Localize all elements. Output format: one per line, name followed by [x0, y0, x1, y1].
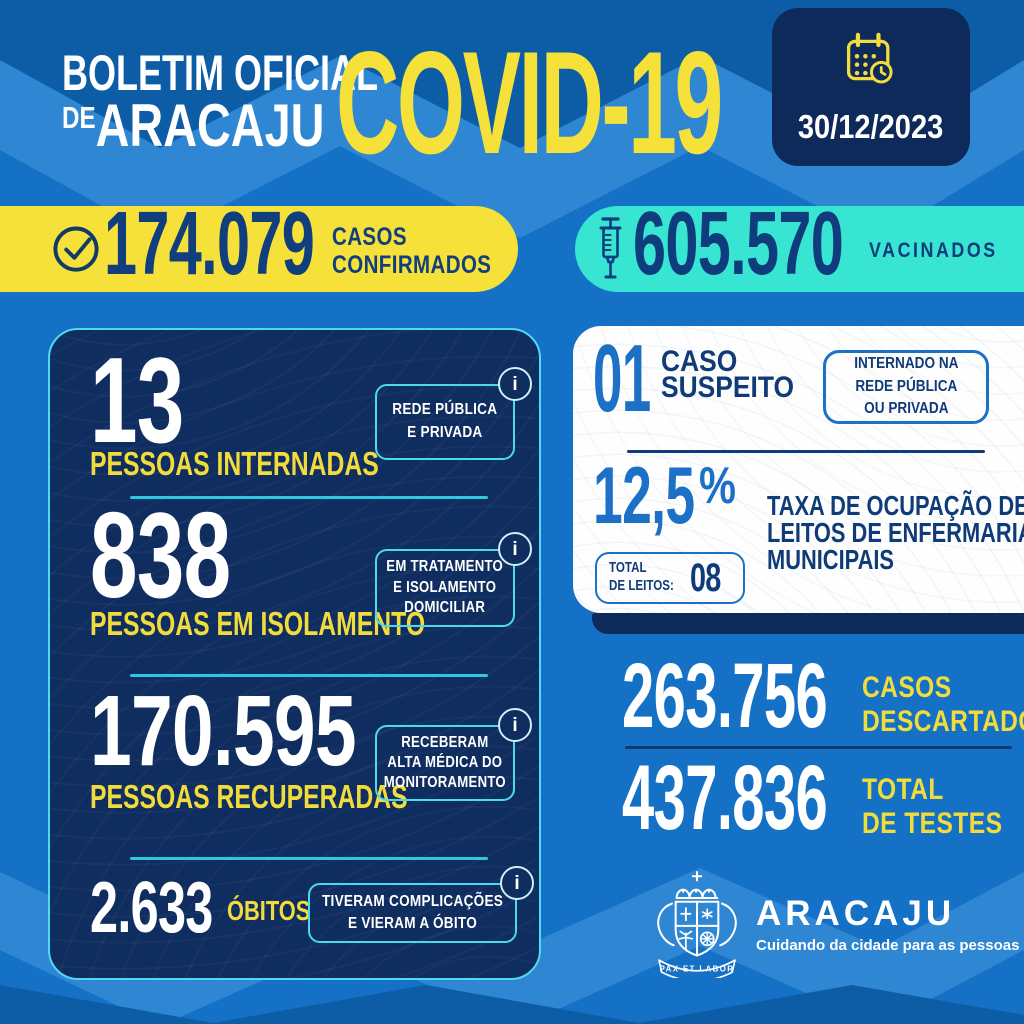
beds-label-line: DE LEITOS: [609, 578, 674, 594]
recuperadas-value: 170.595 [90, 675, 357, 787]
occupancy-description: TAXA DE OCUPAÇÃO DE LEITOS DE ENFERMARIA… [767, 490, 1024, 575]
suspect-note-box: INTERNADO NA REDE PÚBLICA OU PRIVADA [823, 350, 989, 424]
note-line: E VIERAM A ÓBITO [347, 915, 478, 932]
isolamento-value: 838 [90, 487, 231, 623]
suspect-value: 01 [593, 325, 651, 432]
info-icon[interactable]: i [498, 367, 532, 401]
internadas-value: 13 [90, 332, 184, 468]
divider [130, 857, 488, 860]
note-line: OU PRIVADA [863, 400, 949, 418]
note-line: E ISOLAMENTO [393, 578, 497, 596]
bulletin-title-line1: BOLETIM OFICIAL [62, 45, 378, 101]
confirmed-cases-label: CASOS CONFIRMADOS [332, 223, 492, 279]
note-line: INTERNADO NA [853, 355, 959, 373]
total-tests-label: TOTAL DE TESTES [862, 773, 1003, 840]
suspect-label: CASO SUSPEITO [661, 345, 795, 405]
note-line: DOMICILIAR [404, 599, 486, 617]
covid-title: COVID-19 [336, 21, 723, 184]
confirmed-cases-bar: 174.079 CASOS CONFIRMADOS [0, 199, 518, 292]
total-beds-box: TOTAL DE LEITOS: 08 [595, 552, 745, 604]
note-line: MONITORAMENTO [383, 774, 507, 792]
isolamento-label: PESSOAS EM ISOLAMENTO [90, 605, 426, 642]
suspect-occupancy-panel: 01 CASO SUSPEITO INTERNADO NA REDE PÚBLI… [573, 326, 1024, 613]
note-line: ALTA MÉDICA DO [387, 753, 503, 771]
date-value: 30/12/2023 [798, 108, 944, 145]
note-line: REDE PÚBLICA [392, 401, 498, 419]
recuperadas-note-box: RECEBERAM ALTA MÉDICA DO MONITORAMENTO [375, 725, 515, 801]
note-line: REDE PÚBLICA [854, 377, 957, 395]
bulletin-title: BOLETIM OFICIAL DEARACAJU [62, 48, 501, 156]
note-line: EM TRATAMENTO [386, 557, 504, 575]
vaccinated-value: 605.570 [633, 194, 844, 294]
obitos-value: 2.633 [90, 868, 213, 948]
obitos-note-box: TIVERAM COMPLICAÇÕES E VIERAM A ÓBITO [308, 883, 517, 943]
syringe-icon [599, 217, 622, 279]
check-circle-icon [53, 226, 99, 272]
internadas-note-box: REDE PÚBLICA E PRIVADA [375, 384, 515, 460]
date-badge: 30/12/2023 [772, 8, 970, 166]
note-line: RECEBERAM [401, 733, 489, 751]
panel-shadow [592, 613, 1024, 634]
vaccinated-bar: 605.570 VACINADOS [575, 199, 1024, 292]
city-tagline: Cuidando da cidade para as pessoas [756, 937, 1020, 954]
isolamento-note-box: EM TRATAMENTO E ISOLAMENTO DOMICILIAR [375, 549, 515, 627]
bulletin-title-city: ARACAJU [95, 92, 325, 159]
crest-motto: PAX ET LABOR [660, 964, 735, 973]
total-beds-value: 08 [690, 556, 721, 600]
obitos-label: ÓBITOS [227, 895, 311, 926]
discarded-cases-label: CASOS DESCARTADOS [862, 671, 1024, 738]
note-line: E PRIVADA [407, 424, 483, 441]
hospital-stats-panel: 13 PESSOAS INTERNADAS REDE PÚBLICA E PRI… [48, 328, 541, 980]
bulletin-title-de: DE [62, 100, 96, 135]
calendar-clock-icon [846, 32, 893, 84]
info-icon[interactable]: i [498, 708, 532, 742]
divider [627, 450, 985, 453]
confirmed-cases-value: 174.079 [104, 194, 315, 294]
note-line: TIVERAM COMPLICAÇÕES [321, 893, 504, 911]
aracaju-coat-of-arms: PAX ET LABOR [657, 871, 737, 978]
divider [130, 496, 488, 499]
vaccinated-label: VACINADOS [869, 239, 998, 262]
occupancy-rate-value: 12,5 [593, 451, 695, 541]
info-icon[interactable]: i [498, 532, 532, 566]
beds-label-line: TOTAL [609, 560, 647, 577]
occupancy-percent-sign: % [699, 457, 736, 515]
internadas-label: PESSOAS INTERNADAS [90, 445, 379, 482]
info-icon[interactable]: i [500, 866, 534, 900]
divider [625, 746, 1012, 749]
city-wordmark: ARACAJU [756, 894, 956, 933]
total-tests-value: 437.836 [622, 747, 828, 849]
discarded-cases-value: 263.756 [622, 645, 828, 747]
recuperadas-label: PESSOAS RECUPERADAS [90, 778, 408, 815]
divider [130, 674, 488, 677]
